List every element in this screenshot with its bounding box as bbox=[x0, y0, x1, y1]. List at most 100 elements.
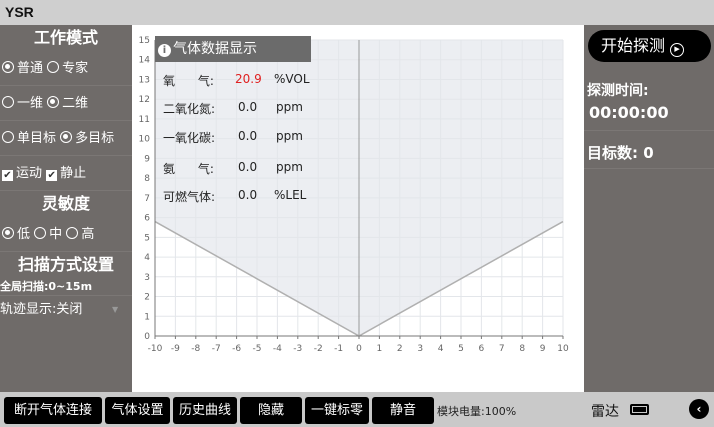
sensitivity-group: 低 中 高 bbox=[0, 217, 132, 252]
y-tick-label: 0 bbox=[144, 332, 150, 342]
radio-1d[interactable]: 一维 bbox=[2, 96, 43, 111]
mode-group: 普通 专家 bbox=[0, 51, 132, 86]
radio-2d[interactable]: 二维 bbox=[47, 96, 88, 111]
radio-medium[interactable]: 中 bbox=[34, 227, 62, 242]
radio-icon bbox=[2, 96, 14, 108]
y-tick-label: 12 bbox=[139, 95, 150, 105]
y-tick-label: 9 bbox=[144, 154, 150, 164]
gas-unit: ppm bbox=[276, 129, 303, 143]
x-tick-label: -9 bbox=[171, 344, 180, 354]
y-tick-label: 13 bbox=[139, 75, 150, 85]
y-tick-label: 15 bbox=[139, 36, 150, 46]
check-icon: ✔ bbox=[2, 170, 13, 181]
x-tick-label: 6 bbox=[479, 344, 485, 354]
y-tick-label: 4 bbox=[144, 253, 150, 263]
x-tick-label: 4 bbox=[438, 344, 444, 354]
gas-value: 0.0 bbox=[238, 160, 258, 174]
gas-value: 0.0 bbox=[238, 188, 258, 202]
history-curve-button[interactable]: 历史曲线 bbox=[173, 397, 237, 424]
radio-high[interactable]: 高 bbox=[66, 227, 94, 242]
y-tick-label: 1 bbox=[144, 312, 150, 322]
checkbox-moving[interactable]: ✔ 运动 bbox=[2, 166, 43, 181]
y-tick-label: 5 bbox=[144, 233, 150, 243]
y-tick-label: 3 bbox=[144, 273, 150, 283]
x-tick-label: -8 bbox=[191, 344, 200, 354]
radio-multi-target[interactable]: 多目标 bbox=[60, 131, 114, 146]
x-tick-label: 2 bbox=[397, 344, 403, 354]
gas-value: 20.9 bbox=[235, 72, 262, 86]
y-tick-label: 11 bbox=[139, 115, 150, 125]
app-title: YSR bbox=[0, 0, 714, 25]
radio-icon bbox=[47, 96, 60, 108]
x-tick-label: 8 bbox=[519, 344, 525, 354]
filter-group: ✔ 运动 ✔ 静止 bbox=[0, 156, 132, 191]
radio-icon bbox=[47, 61, 60, 73]
radio-icon bbox=[2, 61, 14, 73]
gas-name: 氨 气: bbox=[163, 162, 214, 176]
dropdown-arrow-icon: ▼ bbox=[112, 305, 119, 314]
radio-icon bbox=[34, 227, 47, 239]
disconnect-gas-button[interactable]: 断开气体连接 bbox=[4, 397, 102, 424]
info-icon: i bbox=[158, 44, 171, 57]
x-tick-label: 0 bbox=[356, 344, 362, 354]
battery-icon bbox=[630, 404, 649, 415]
x-tick-label: 7 bbox=[499, 344, 505, 354]
trail-dropdown[interactable]: 轨迹显示:关闭 ▼ bbox=[0, 296, 132, 324]
dimension-group: 一维 二维 bbox=[0, 86, 132, 121]
x-tick-label: -3 bbox=[293, 344, 302, 354]
radio-icon bbox=[66, 227, 79, 239]
y-tick-label: 10 bbox=[139, 135, 151, 145]
right-panel: 开始探测 ▶ 探测时间: 00:00:00 目标数: 0 bbox=[584, 25, 714, 392]
gas-unit: %LEL bbox=[274, 188, 307, 202]
x-tick-label: -6 bbox=[232, 344, 241, 354]
checkbox-static[interactable]: ✔ 静止 bbox=[46, 166, 87, 181]
gas-name: 可燃气体: bbox=[163, 190, 216, 204]
target-group: 单目标 多目标 bbox=[0, 121, 132, 156]
gas-name: 二氧化氮: bbox=[163, 102, 216, 116]
check-icon: ✔ bbox=[46, 170, 58, 181]
work-mode-title: 工作模式 bbox=[33, 28, 98, 47]
gas-unit: ppm bbox=[276, 100, 303, 114]
x-tick-label: 9 bbox=[540, 344, 546, 354]
zero-calibrate-button[interactable]: 一键标零 bbox=[305, 397, 369, 424]
radar-plot: -10 -9 -8 -7 -6 -5 -4 -3 -2 -1 0 1 2 3 4 5 6 7 8 9 100123456… bbox=[139, 36, 569, 354]
back-icon[interactable]: ‹ bbox=[689, 399, 709, 419]
radar-label: 雷达 bbox=[591, 404, 619, 420]
y-tick-label: 2 bbox=[144, 293, 150, 303]
radio-icon bbox=[2, 131, 14, 143]
start-detect-button[interactable]: 开始探测 ▶ bbox=[588, 30, 711, 62]
radar-chart: -10 -9 -8 -7 -6 -5 -4 -3 -2 -1 0 1 2 3 4 5 6 7 8 9 10 0 1 2 3 4 5 6… bbox=[132, 25, 584, 392]
y-tick-label: 14 bbox=[139, 56, 151, 66]
gas-panel-header: i 气体数据显示 bbox=[155, 36, 311, 62]
play-icon: ▶ bbox=[670, 43, 685, 57]
gas-panel: i 气体数据显示 bbox=[155, 36, 311, 62]
radio-icon bbox=[2, 227, 14, 239]
detect-time-value: 00:00:00 bbox=[589, 103, 669, 122]
x-tick-label: 10 bbox=[557, 344, 569, 354]
radio-single-target[interactable]: 单目标 bbox=[2, 131, 56, 146]
gas-unit: %VOL bbox=[274, 72, 310, 86]
y-tick-label: 7 bbox=[144, 194, 150, 204]
x-tick-label: 5 bbox=[458, 344, 464, 354]
mute-button[interactable]: 静音 bbox=[372, 397, 434, 424]
scan-value: 全局扫描:0~15m bbox=[0, 278, 132, 296]
x-tick-label: -10 bbox=[148, 344, 163, 354]
radio-normal[interactable]: 普通 bbox=[2, 61, 43, 76]
x-tick-label: -5 bbox=[253, 344, 262, 354]
gas-settings-button[interactable]: 气体设置 bbox=[105, 397, 170, 424]
x-tick-label: -1 bbox=[334, 344, 343, 354]
y-tick-label: 8 bbox=[144, 174, 150, 184]
x-tick-label: -7 bbox=[212, 344, 221, 354]
sensitivity-title: 灵敏度 bbox=[41, 194, 90, 213]
battery-text: 模块电量:100% bbox=[437, 405, 517, 418]
radio-expert[interactable]: 专家 bbox=[47, 61, 88, 76]
gas-value: 0.0 bbox=[238, 129, 258, 143]
x-tick-label: 1 bbox=[377, 344, 383, 354]
gas-value: 0.0 bbox=[238, 100, 258, 114]
y-tick-label: 6 bbox=[144, 214, 150, 224]
gas-name: 一氧化碳: bbox=[163, 131, 216, 145]
hide-button[interactable]: 隐藏 bbox=[240, 397, 302, 424]
x-tick-label: 3 bbox=[417, 344, 423, 354]
gas-unit: ppm bbox=[276, 160, 303, 174]
radio-low[interactable]: 低 bbox=[2, 227, 30, 242]
